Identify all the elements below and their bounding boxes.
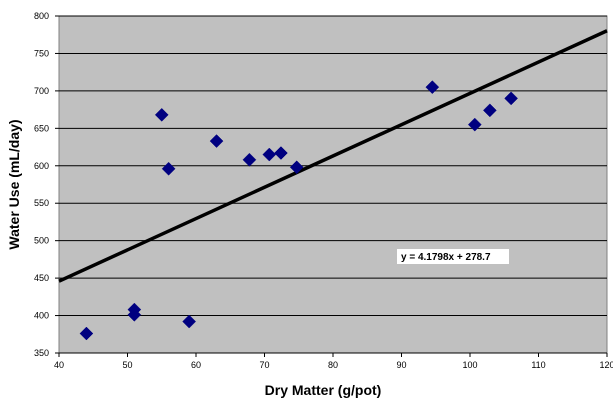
data-point-6 bbox=[209, 134, 224, 148]
x-tick-label-90: 90 bbox=[396, 360, 406, 370]
data-point-4 bbox=[161, 161, 176, 176]
x-tick-label-50: 50 bbox=[122, 360, 132, 370]
data-point-2 bbox=[127, 302, 142, 317]
data-point-12 bbox=[467, 117, 482, 132]
data-point-14 bbox=[504, 91, 518, 106]
data-point-7 bbox=[242, 152, 257, 167]
equation-box-background bbox=[397, 249, 509, 264]
data-point-10 bbox=[289, 160, 304, 175]
x-tick-label-70: 70 bbox=[259, 360, 269, 370]
trendline bbox=[58, 29, 608, 283]
trendline-group bbox=[58, 29, 608, 283]
x-tick-label-80: 80 bbox=[328, 360, 338, 370]
gridlines bbox=[59, 15, 607, 354]
x-tick-label-100: 100 bbox=[462, 360, 477, 370]
y-tick-label-350: 350 bbox=[34, 348, 49, 358]
y-tick-label-500: 500 bbox=[34, 236, 49, 246]
y-tick-label-750: 750 bbox=[34, 48, 49, 58]
data-point-8 bbox=[262, 147, 277, 162]
y-axis-ticks: 350 400 450 500 550 600 650 700 750 800 bbox=[34, 11, 59, 358]
data-point-3 bbox=[154, 107, 169, 122]
x-tick-label-40: 40 bbox=[54, 360, 64, 370]
data-point-5 bbox=[182, 314, 197, 329]
x-tick-label-120: 120 bbox=[599, 360, 613, 370]
y-tick-label-400: 400 bbox=[34, 311, 49, 321]
y-tick-label-700: 700 bbox=[34, 86, 49, 96]
data-points bbox=[79, 80, 518, 341]
y-axis-title: Water Use (mL/day) bbox=[6, 119, 22, 249]
x-axis-title: Dry Matter (g/pot) bbox=[265, 382, 382, 398]
y-tick-label-600: 600 bbox=[34, 161, 49, 171]
x-tick-label-110: 110 bbox=[531, 360, 545, 370]
x-tick-label-60: 60 bbox=[191, 360, 201, 370]
y-tick-label-650: 650 bbox=[34, 123, 49, 133]
y-tick-label-550: 550 bbox=[34, 198, 49, 208]
trendline-equation: y = 4.1798x + 278.7 bbox=[401, 252, 491, 263]
equation-box: y = 4.1798x + 278.7 bbox=[397, 249, 509, 264]
data-point-9 bbox=[274, 146, 288, 160]
y-tick-label-800: 800 bbox=[34, 11, 49, 21]
y-tick-label-450: 450 bbox=[34, 273, 49, 283]
data-point-13 bbox=[483, 103, 497, 118]
x-axis-ticks: 40 50 60 70 80 90 100 110 120 bbox=[54, 353, 613, 370]
data-point-0 bbox=[79, 326, 94, 341]
data-point-11 bbox=[425, 80, 440, 94]
